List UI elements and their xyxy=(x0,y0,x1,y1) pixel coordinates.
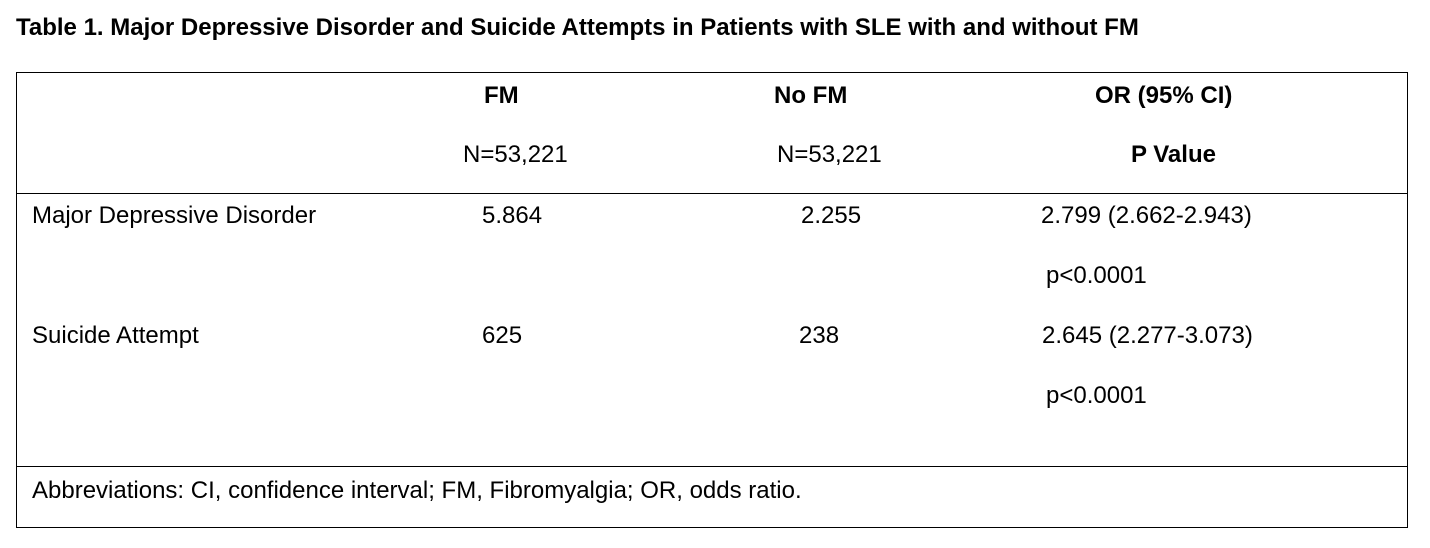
table-title: Table 1. Major Depressive Disorder and S… xyxy=(16,14,1139,41)
row-label-mdd: Major Depressive Disorder xyxy=(32,202,317,229)
column-header-nofm-n: N=53,221 xyxy=(777,141,882,168)
cell-mdd-or: 2.799 (2.662-2.943) xyxy=(1041,202,1252,229)
cell-mdd-p: p<0.0001 xyxy=(1046,262,1147,289)
row-label-suicide-attempt: Suicide Attempt xyxy=(32,322,199,349)
cell-suicide-p: p<0.0001 xyxy=(1046,382,1147,409)
column-header-or: OR (95% CI) xyxy=(1095,82,1233,109)
cell-suicide-or: 2.645 (2.277-3.073) xyxy=(1042,322,1253,349)
cell-mdd-nofm: 2.255 xyxy=(801,202,862,229)
cell-mdd-fm: 5.864 xyxy=(482,202,543,229)
data-table: FM N=53,221 No FM N=53,221 OR (95% CI) P… xyxy=(16,72,1408,528)
table-footnote: Abbreviations: CI, confidence interval; … xyxy=(32,477,802,504)
cell-suicide-fm: 625 xyxy=(482,322,523,349)
footer-divider xyxy=(17,466,1407,467)
column-header-p-value: P Value xyxy=(1131,141,1216,168)
column-header-fm: FM xyxy=(484,82,519,109)
header-divider xyxy=(17,193,1407,194)
cell-suicide-nofm: 238 xyxy=(799,322,840,349)
column-header-nofm: No FM xyxy=(774,82,848,109)
column-header-fm-n: N=53,221 xyxy=(463,141,568,168)
